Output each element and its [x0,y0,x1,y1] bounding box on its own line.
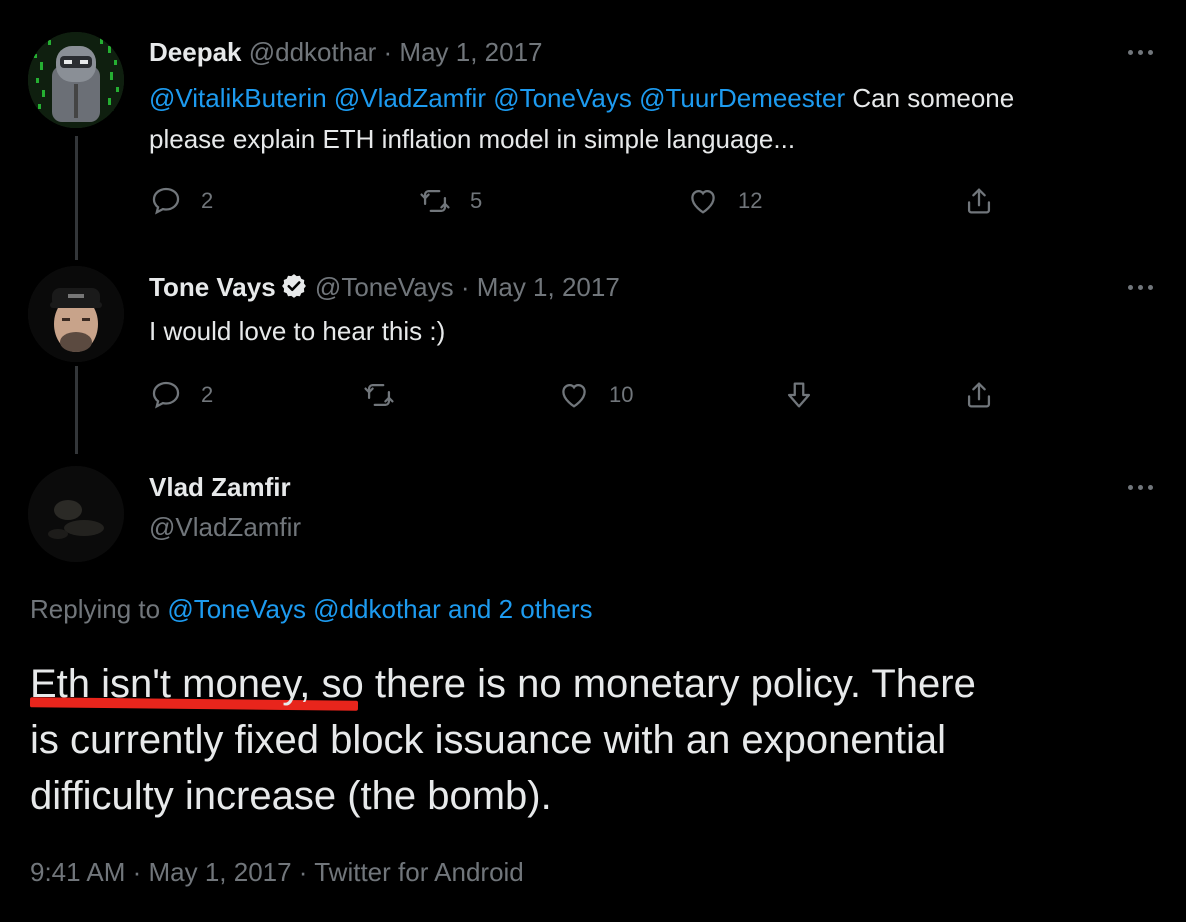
tweet-text: @VitalikButerin @VladZamfir @ToneVays @T… [149,78,1149,160]
reply-button[interactable]: 2 [149,378,213,412]
author-name[interactable]: Deepak [149,37,242,67]
tweet-date[interactable]: · May 1, 2017 [460,272,620,302]
like-button[interactable]: 12 [686,184,762,218]
reply-count: 2 [201,188,214,213]
mention-links[interactable]: @VitalikButerin @VladZamfir @ToneVays @T… [149,83,846,113]
share-button[interactable] [962,184,996,218]
tweet-text-line2: is currently fixed block issuance with a… [30,718,947,762]
reply-icon [152,187,180,215]
reply-button[interactable]: 2 [149,184,213,218]
tweet-text-line2: please explain ETH inflation model in si… [149,124,796,154]
retweet-icon [364,383,394,407]
heart-icon [562,383,586,408]
reply-count: 2 [201,382,214,407]
tweet-text: Eth isn't money, so there is no monetary… [30,656,1160,824]
avatar-vlad-zamfir[interactable] [28,466,124,562]
tweet-meta[interactable]: 9:41 AM · May 1, 2017 · Twitter for Andr… [30,857,524,887]
reply-icon [152,381,180,409]
share-button[interactable] [962,378,996,412]
avatar-image [28,32,124,128]
downvote-button[interactable] [782,378,816,412]
author-handle[interactable]: @ToneVays [314,272,454,302]
avatar-tone-vays[interactable] [28,266,124,362]
like-count: 10 [609,382,634,407]
retweet-button[interactable] [362,378,396,412]
more-options-icon[interactable] [1128,282,1158,292]
avatar-image [28,466,124,562]
tweet-text-line1: Can someone [852,83,1015,113]
more-options-icon[interactable] [1128,47,1158,57]
more-options-icon[interactable] [1128,482,1158,492]
replying-to-links[interactable]: @ToneVays @ddkothar and 2 others [167,594,593,624]
thread-line [75,136,78,260]
author-name[interactable]: Vlad Zamfir [149,472,291,502]
replying-to: Replying to @ToneVays @ddkothar and 2 ot… [30,594,593,625]
avatar-deepak[interactable] [28,32,124,128]
tweet-text-line3: difficulty increase (the bomb). [30,774,552,818]
retweet-icon [420,189,450,213]
arrow-down-icon [787,382,811,408]
author-handle[interactable]: @VladZamfir [149,512,302,542]
tweet-date[interactable]: · May 1, 2017 [383,37,543,67]
author-name[interactable]: Tone Vays [149,272,276,302]
like-count: 12 [738,188,763,213]
verified-badge-icon [280,272,308,307]
thread-line [75,366,78,454]
tweet-text-line1: so there is no monetary policy. There [310,662,976,706]
retweet-button[interactable]: 5 [418,184,482,218]
tweet-text-underlined: Eth isn't money, [30,662,311,706]
share-icon [967,382,991,408]
avatar-image [28,266,124,362]
tweet-header: Deepak @ddkothar · May 1, 2017 [149,37,543,68]
share-icon [967,188,991,214]
heart-icon [691,189,715,214]
replying-to-label: Replying to [30,594,161,624]
like-button[interactable]: 10 [557,378,633,412]
author-name-row: Vlad Zamfir [149,472,291,503]
author-handle[interactable]: @ddkothar [248,37,377,67]
tweet-text: I would love to hear this :) [149,316,446,346]
tweet-header: Tone Vays @ToneVays · May 1, 2017 [149,272,620,307]
retweet-count: 5 [470,188,483,213]
